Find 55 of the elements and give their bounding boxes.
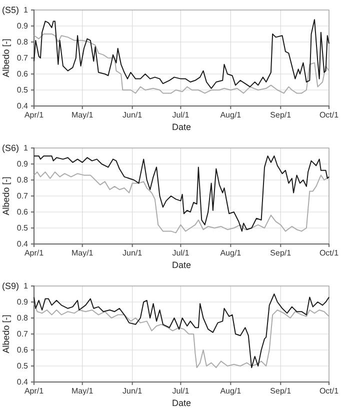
- x-tick-label: Jul/1: [172, 386, 190, 396]
- y-tick-label: 0.8: [16, 314, 29, 323]
- y-tick-label: 1: [24, 282, 29, 291]
- x-tick-label: Jul/1: [172, 110, 190, 120]
- y-tick-label: 0.7: [16, 330, 29, 339]
- x-tick-label: Jun/1: [122, 110, 143, 120]
- y-tick-label: 0.9: [16, 22, 29, 31]
- y-axis-title: Albedo [-]: [1, 176, 11, 216]
- line-series: [34, 172, 330, 234]
- y-tick-label: 0.6: [16, 346, 29, 355]
- y-tick-label: 0.8: [16, 176, 29, 185]
- y-tick-label: 0.7: [16, 54, 29, 63]
- line-series: [34, 156, 330, 232]
- x-tick-label: Jun/1: [122, 248, 143, 258]
- x-tick-label: Apr/1: [24, 110, 44, 120]
- y-axis-title: Albedo [-]: [1, 38, 11, 78]
- x-tick-label: Sep/1: [270, 386, 292, 396]
- x-tick-label: Oct/1: [319, 386, 340, 396]
- x-axis-title: Date: [172, 122, 192, 132]
- y-tick-label: 0.8: [16, 38, 29, 47]
- y-tick-label: 0.9: [16, 160, 29, 169]
- x-axis-title: Date: [172, 260, 192, 270]
- y-axis-title: Albedo [-]: [1, 314, 11, 354]
- line-series: [34, 19, 330, 89]
- x-tick-label: Oct/1: [319, 248, 340, 258]
- y-tick-label: 0.4: [16, 102, 29, 111]
- y-tick-label: 0.4: [16, 240, 29, 249]
- y-tick-label: 0.7: [16, 192, 29, 201]
- y-tick-label: 0.6: [16, 70, 29, 79]
- x-tick-label: Oct/1: [319, 110, 340, 120]
- chart-title: (S9): [2, 281, 20, 291]
- y-tick-label: 0.5: [16, 86, 29, 95]
- x-tick-label: Jun/1: [122, 386, 143, 396]
- line-series: [34, 34, 330, 94]
- y-tick-label: 0.5: [16, 362, 29, 371]
- x-tick-label: Sep/1: [270, 110, 292, 120]
- x-tick-label: Jul/1: [172, 248, 190, 258]
- x-axis-title: Date: [172, 398, 192, 408]
- x-tick-label: Aug/1: [220, 248, 242, 258]
- x-tick-label: May/1: [71, 110, 94, 120]
- x-tick-label: Apr/1: [24, 248, 44, 258]
- x-tick-label: Sep/1: [270, 248, 292, 258]
- y-tick-label: 0.5: [16, 224, 29, 233]
- x-tick-label: Aug/1: [220, 110, 242, 120]
- y-tick-label: 0.9: [16, 298, 29, 307]
- x-tick-label: Apr/1: [24, 386, 44, 396]
- y-tick-label: 1: [24, 6, 29, 15]
- x-tick-label: May/1: [71, 386, 94, 396]
- x-tick-label: May/1: [71, 248, 94, 258]
- chart-title: (S5): [2, 5, 20, 15]
- x-tick-label: Aug/1: [220, 386, 242, 396]
- chart-title: (S6): [2, 143, 20, 153]
- y-tick-label: 1: [24, 144, 29, 153]
- y-tick-label: 0.6: [16, 208, 29, 217]
- y-tick-label: 0.4: [16, 378, 29, 387]
